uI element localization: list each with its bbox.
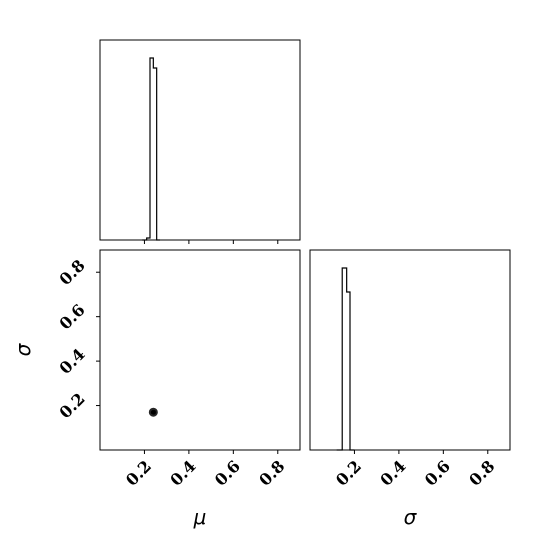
sigma-histogram-frame <box>309 249 511 451</box>
scatter-point-15 <box>151 410 155 414</box>
scatter-point-8 <box>151 410 155 414</box>
sigma-x-tick-label-3: 0.8 <box>465 457 498 490</box>
scatter-point-3 <box>152 411 156 415</box>
sigma-histogram-x-ticks: 0.2 0.4 0.6 0.8 <box>332 450 498 490</box>
mu-histogram-frame <box>99 39 301 241</box>
scatter-point-0 <box>150 410 155 414</box>
sigma-x-tick-label-0: 0.2 <box>332 457 365 490</box>
mu-histogram-ticks <box>143 240 279 244</box>
scatter-point-17 <box>151 410 155 414</box>
scatter-point-5 <box>151 411 155 415</box>
scatter-y-ticks: 0.2 0.4 0.6 0.8 <box>56 256 100 422</box>
scatter-point-4 <box>151 410 155 414</box>
sigma-x-tick-label-2: 0.6 <box>421 457 454 490</box>
sigma-y-tick-label-3: 0.8 <box>56 256 89 289</box>
scatter-point-39 <box>151 409 155 414</box>
mu-x-tick-label-3: 0.8 <box>255 457 288 490</box>
scatter-point-9 <box>151 410 155 414</box>
scatter-point-20 <box>151 410 155 415</box>
sigma-vs-mu-panel: 0.2 0.4 0.6 0.8 0.2 0.4 0.6 0.8 σ μ <box>11 249 301 529</box>
scatter-point-36 <box>151 411 155 415</box>
sigma-histogram-panel: 0.2 0.4 0.6 0.8 σ <box>309 249 511 529</box>
scatter-point-12 <box>152 410 156 415</box>
scatter-cluster-core <box>148 407 158 417</box>
mu-histogram-step <box>142 57 160 241</box>
scatter-point-23 <box>151 410 155 414</box>
scatter-point-7 <box>151 410 155 414</box>
scatter-point-22 <box>151 411 156 415</box>
scatter-point-33 <box>151 410 155 414</box>
mu-x-tick-label-1: 0.4 <box>166 457 199 490</box>
scatter-point-2 <box>151 410 155 415</box>
scatter-point-1 <box>151 410 156 414</box>
scatter-frame <box>99 249 301 451</box>
scatter-point-13 <box>151 410 156 414</box>
scatter-point-19 <box>152 411 156 415</box>
scatter-point-28 <box>152 410 156 414</box>
scatter-point-25 <box>151 409 155 414</box>
scatter-point-21 <box>152 411 157 415</box>
scatter-point-14 <box>151 410 155 415</box>
scatter-point-38 <box>152 410 156 414</box>
scatter-point-18 <box>151 410 155 414</box>
scatter-point-26 <box>151 410 156 415</box>
scatter-point-31 <box>151 410 155 415</box>
scatter-points <box>148 407 158 417</box>
scatter-point-29 <box>151 409 155 414</box>
sigma-y-tick-label-1: 0.4 <box>56 345 89 378</box>
scatter-point-24 <box>151 410 155 414</box>
scatter-point-30 <box>152 410 156 414</box>
scatter-point-37 <box>152 409 156 414</box>
scatter-point-10 <box>151 410 155 414</box>
scatter-point-32 <box>150 410 154 415</box>
sigma-y-tick-label-2: 0.6 <box>56 300 89 333</box>
scatter-point-27 <box>151 410 155 414</box>
mu-histogram-panel <box>99 39 301 244</box>
scatter-point-34 <box>151 410 155 415</box>
scatter-point-16 <box>152 411 156 415</box>
sigma-y-tick-label-0: 0.2 <box>56 389 89 422</box>
scatter-point-35 <box>151 410 155 414</box>
scatter-point-11 <box>152 410 157 414</box>
mu-x-tick-label-2: 0.6 <box>211 457 244 490</box>
sigma-histogram-step <box>336 267 355 451</box>
mu-x-axis-label: μ <box>193 505 207 529</box>
sigma-x-tick-label-1: 0.4 <box>376 457 409 490</box>
scatter-point-6 <box>151 410 155 414</box>
scatter-x-ticks: 0.2 0.4 0.6 0.8 <box>122 450 288 490</box>
sigma-y-axis-label: σ <box>11 342 35 356</box>
mu-x-tick-label-0: 0.2 <box>122 457 155 490</box>
sigma-x-axis-label: σ <box>404 505 418 529</box>
